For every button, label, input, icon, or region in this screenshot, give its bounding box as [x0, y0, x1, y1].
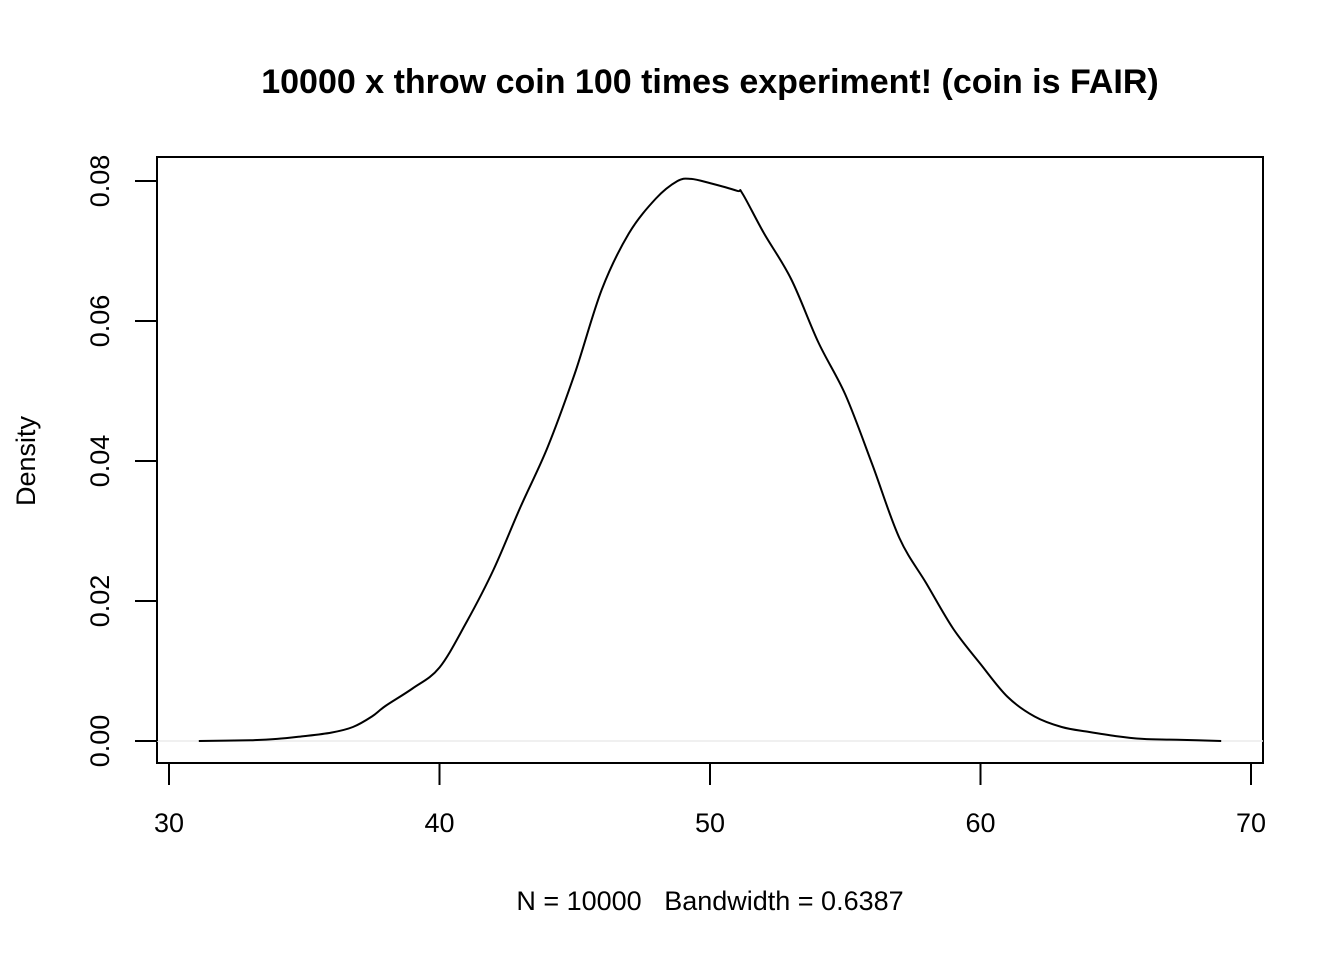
x-tick-label: 40: [424, 808, 454, 838]
x-tick-label: 30: [154, 808, 184, 838]
plot-frame: [156, 156, 1264, 764]
y-tick-label: 0.00: [85, 715, 115, 768]
y-axis: 0.00 0.02 0.04 0.06 0.08: [85, 155, 158, 768]
y-tick-label: 0.02: [85, 575, 115, 628]
y-axis-label: Density: [11, 415, 41, 506]
x-axis: 30 40 50 60 70: [154, 762, 1266, 838]
x-tick-label: 50: [695, 808, 725, 838]
y-tick-label: 0.04: [85, 435, 115, 488]
x-axis-label: N = 10000 Bandwidth = 0.6387: [516, 886, 903, 916]
density-curve: [198, 177, 1222, 742]
y-tick-label: 0.06: [85, 295, 115, 348]
chart-title: 10000 x throw coin 100 times experiment!…: [261, 63, 1159, 101]
x-tick-label: 60: [965, 808, 995, 838]
y-tick-label: 0.08: [85, 155, 115, 208]
x-tick-label: 70: [1236, 808, 1266, 838]
